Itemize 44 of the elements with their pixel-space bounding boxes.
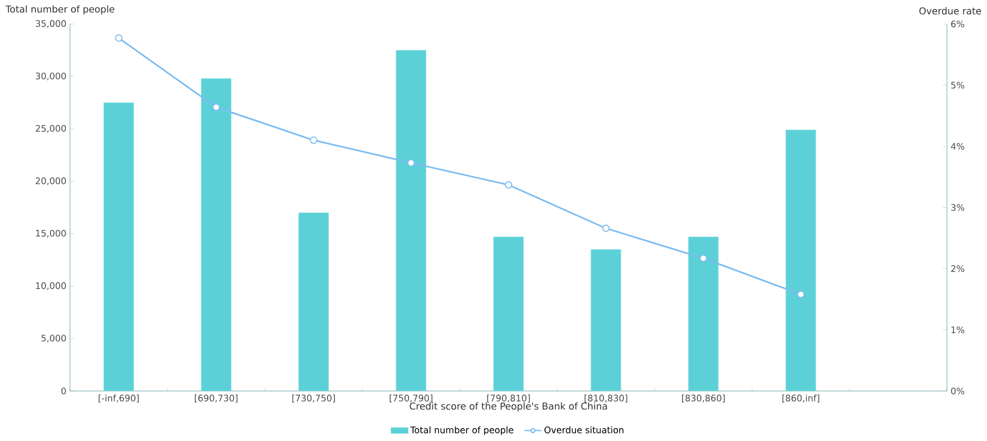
legend-label: Overdue situation: [544, 426, 624, 434]
point: [602, 224, 610, 232]
y-tick-label: 5,000: [42, 334, 66, 342]
y2-tick-label: 2%: [951, 265, 964, 272]
x-tick-label: [830,860]: [682, 394, 725, 403]
y-tick-label: 30,000: [36, 72, 66, 80]
point: [310, 136, 318, 144]
y-tick-label: 20,000: [36, 177, 66, 186]
point: [797, 290, 805, 298]
y2-tick-label: 4%: [950, 142, 964, 150]
y2-tick-label: 3%: [951, 204, 964, 211]
legend-label: Total number of people: [410, 426, 514, 436]
point: [407, 159, 415, 167]
bar: [493, 236, 524, 391]
y-axis-title: Total number of people: [5, 5, 114, 14]
point: [212, 103, 220, 111]
x-tick-label: [690,730]: [194, 394, 238, 403]
bar: [688, 236, 719, 391]
point: [700, 254, 708, 262]
y-tick-label: 10,000: [36, 282, 66, 290]
bar: [786, 130, 816, 391]
point: [504, 181, 512, 189]
y-tick-label: 15,000: [36, 230, 66, 238]
bar: [396, 50, 426, 391]
y2-tick-label: 1%: [952, 326, 964, 334]
y-tick-label: 25,000: [36, 125, 66, 133]
bar: [200, 78, 232, 391]
bar: [590, 249, 622, 391]
x-tick-label: [810,830]: [584, 394, 628, 403]
y2-axis-title: Overdue rate: [919, 7, 981, 14]
x-tick-label: [790,810]: [487, 394, 530, 403]
x-tick-label: [-inf,690]: [98, 394, 139, 403]
y-tick-label: 35,000: [36, 20, 66, 28]
y2-tick-label: 0%: [951, 388, 964, 394]
x-tick-label: [860,inf]: [782, 394, 820, 403]
bar: [298, 212, 329, 391]
y-tick-label: 0: [61, 388, 66, 394]
x-axis-title: Credit score of the People's Bank of China: [410, 402, 607, 412]
y2-tick-label: 6%: [951, 20, 964, 28]
bar: [104, 102, 134, 391]
point: [115, 34, 122, 42]
y2-tick-label: 5%: [951, 82, 964, 89]
x-tick-label: [730,750]: [292, 394, 335, 403]
x-tick-label: [750,790]: [390, 394, 432, 403]
